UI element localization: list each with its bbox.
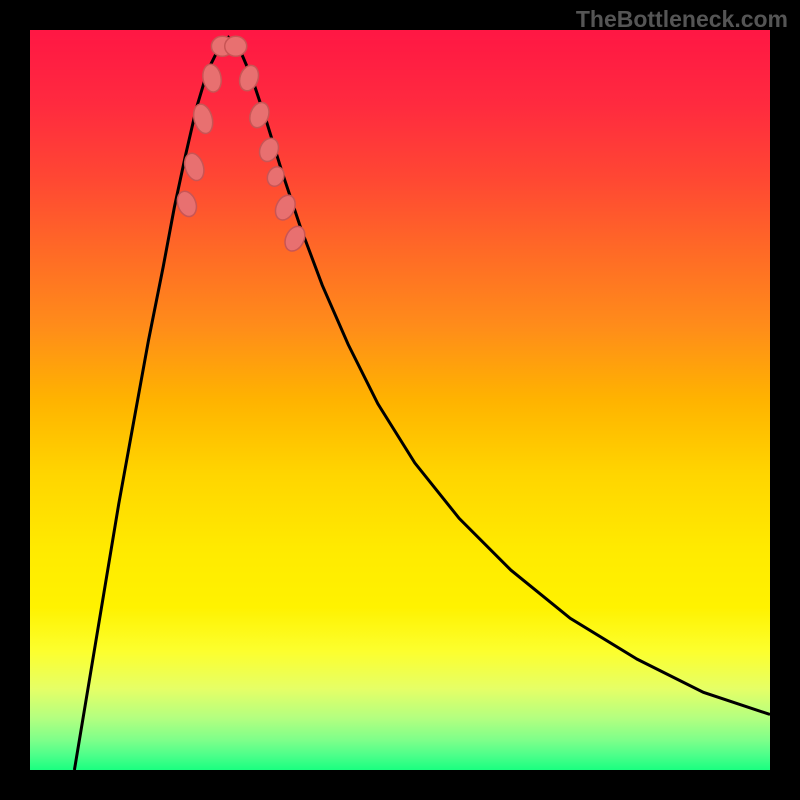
curve-layer xyxy=(30,30,770,770)
marker-point xyxy=(191,102,216,136)
marker-point xyxy=(281,223,309,254)
marker-point xyxy=(236,63,261,93)
marker-point xyxy=(201,63,224,94)
marker-point xyxy=(272,192,299,223)
markers-group xyxy=(174,36,309,254)
marker-point xyxy=(225,36,247,56)
watermark-text: TheBottleneck.com xyxy=(576,6,788,33)
plot-area xyxy=(30,30,770,770)
marker-point xyxy=(264,164,287,189)
v-curve xyxy=(74,37,770,770)
